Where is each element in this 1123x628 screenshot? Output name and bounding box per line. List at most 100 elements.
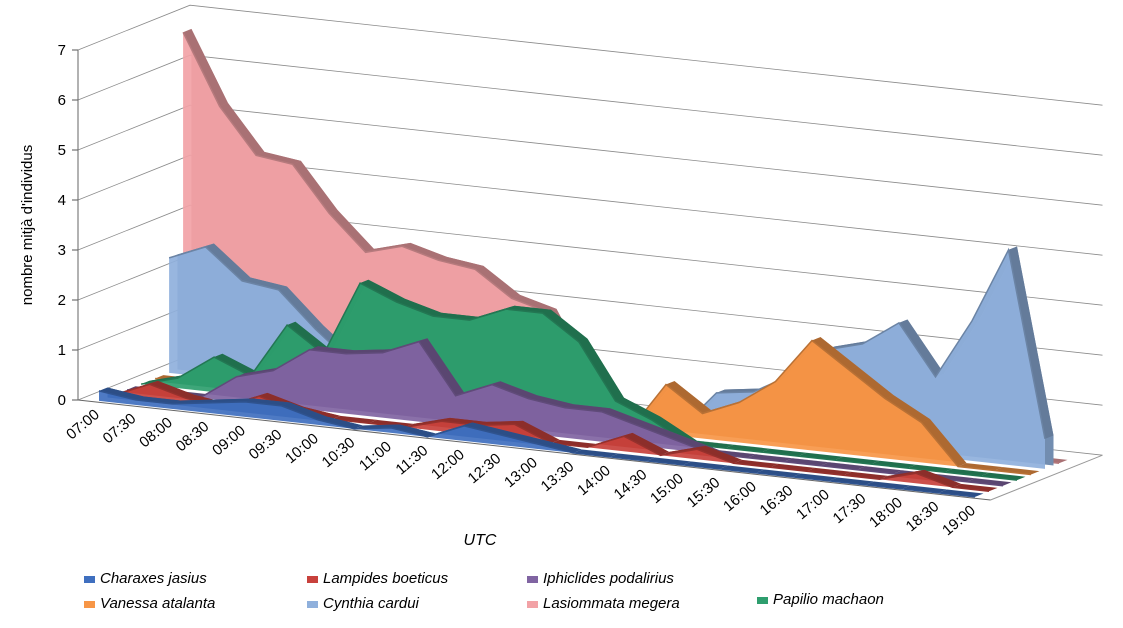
series-group <box>140 279 1026 481</box>
area-top <box>318 416 363 429</box>
y-tick-label: 4 <box>58 192 66 209</box>
area-top <box>528 395 574 408</box>
area-top <box>610 453 655 461</box>
area-top <box>952 483 998 492</box>
legend-label: Cynthia cardui <box>323 595 420 612</box>
x-tick-label: 07:00 <box>63 406 103 443</box>
legend-label: Papilio machaon <box>773 591 884 608</box>
area-top <box>573 449 619 457</box>
x-tick-label: 11:30 <box>392 442 431 478</box>
area-face <box>141 283 1018 481</box>
right-edge <box>990 454 1103 501</box>
area-top <box>402 242 447 261</box>
series-group <box>127 338 1012 487</box>
x-tick-label: 17:00 <box>793 486 833 523</box>
area-top <box>865 481 911 489</box>
y-tick-label: 2 <box>58 292 66 309</box>
area-top <box>579 338 624 402</box>
area-top <box>149 380 195 399</box>
x-tick-label: 12:00 <box>428 446 468 483</box>
x-tick-label: 07:30 <box>100 410 140 447</box>
area-top <box>242 277 287 290</box>
area-line <box>127 340 1004 487</box>
area-top <box>287 321 332 355</box>
area-top <box>256 151 301 165</box>
x-tick-label: 09:00 <box>209 422 249 459</box>
x-tick-label: 18:00 <box>866 494 906 531</box>
legend-marker <box>527 601 538 608</box>
area-top <box>219 102 265 156</box>
area-top <box>848 366 894 399</box>
area-top <box>938 489 984 497</box>
area-top <box>792 473 838 481</box>
area-face <box>127 341 1004 486</box>
area-top <box>396 298 442 317</box>
area-top <box>756 469 801 477</box>
x-tick-label: 15:30 <box>684 474 724 511</box>
area-top <box>871 460 916 469</box>
area-top <box>907 464 953 473</box>
x-tick-label: 19:00 <box>939 502 979 539</box>
y-tick-label: 3 <box>58 242 66 259</box>
legend-marker <box>527 576 538 583</box>
area-top <box>433 312 478 321</box>
area-top <box>921 419 967 467</box>
legend-marker <box>757 597 768 604</box>
area-top <box>652 416 697 445</box>
y-tick-label: 6 <box>58 92 66 109</box>
area-top <box>688 440 734 449</box>
area-top <box>205 243 251 281</box>
legend-marker <box>84 601 95 608</box>
area-top <box>309 346 355 354</box>
area-top <box>183 28 228 107</box>
y-tick-label: 1 <box>58 342 66 359</box>
area-top <box>812 337 857 370</box>
x-tick-label: 18:30 <box>903 498 943 535</box>
area-top <box>829 477 874 485</box>
area-top <box>638 422 683 440</box>
area-line <box>98 390 976 498</box>
x-tick-label: 15:00 <box>647 470 687 507</box>
area-top <box>281 402 327 420</box>
area-top <box>834 456 880 465</box>
x-tick-label: 12:30 <box>465 450 505 487</box>
area-top <box>214 353 259 377</box>
legend-label: Charaxes jasius <box>100 570 207 587</box>
area-top <box>820 462 866 470</box>
area-top <box>666 381 711 414</box>
area-top <box>419 338 464 396</box>
area-top <box>537 440 582 453</box>
area-top <box>475 265 520 299</box>
area-top <box>329 209 374 253</box>
area-top <box>770 463 815 472</box>
area-line <box>140 282 1018 481</box>
legend-label: Iphiclides podalirius <box>543 570 674 587</box>
area-top <box>683 461 728 469</box>
area-top <box>711 450 756 458</box>
x-tick-label: 08:30 <box>173 418 213 455</box>
area-top <box>930 474 975 482</box>
x-tick-label: 14:00 <box>574 462 614 499</box>
legend-label: Lampides boeticus <box>323 570 449 587</box>
area-top <box>784 458 829 466</box>
area-top <box>747 454 793 462</box>
area-top <box>245 398 290 406</box>
area-top <box>511 294 557 313</box>
area-top <box>551 439 596 448</box>
area-top <box>292 160 338 214</box>
x-tick-label: 13:30 <box>538 458 578 495</box>
area-top <box>902 485 947 493</box>
x-tick-label: 16:30 <box>757 482 797 519</box>
area-top <box>843 471 888 480</box>
area-top <box>725 444 770 453</box>
x-tick-label: 08:00 <box>136 414 176 451</box>
area-top <box>99 387 144 400</box>
series-group <box>98 387 984 498</box>
area-top <box>719 465 765 473</box>
area-top <box>615 397 661 421</box>
x-tick-label: 11:00 <box>356 438 395 474</box>
area-top <box>966 478 1012 486</box>
legend-marker <box>307 576 318 583</box>
area-top <box>697 445 742 464</box>
